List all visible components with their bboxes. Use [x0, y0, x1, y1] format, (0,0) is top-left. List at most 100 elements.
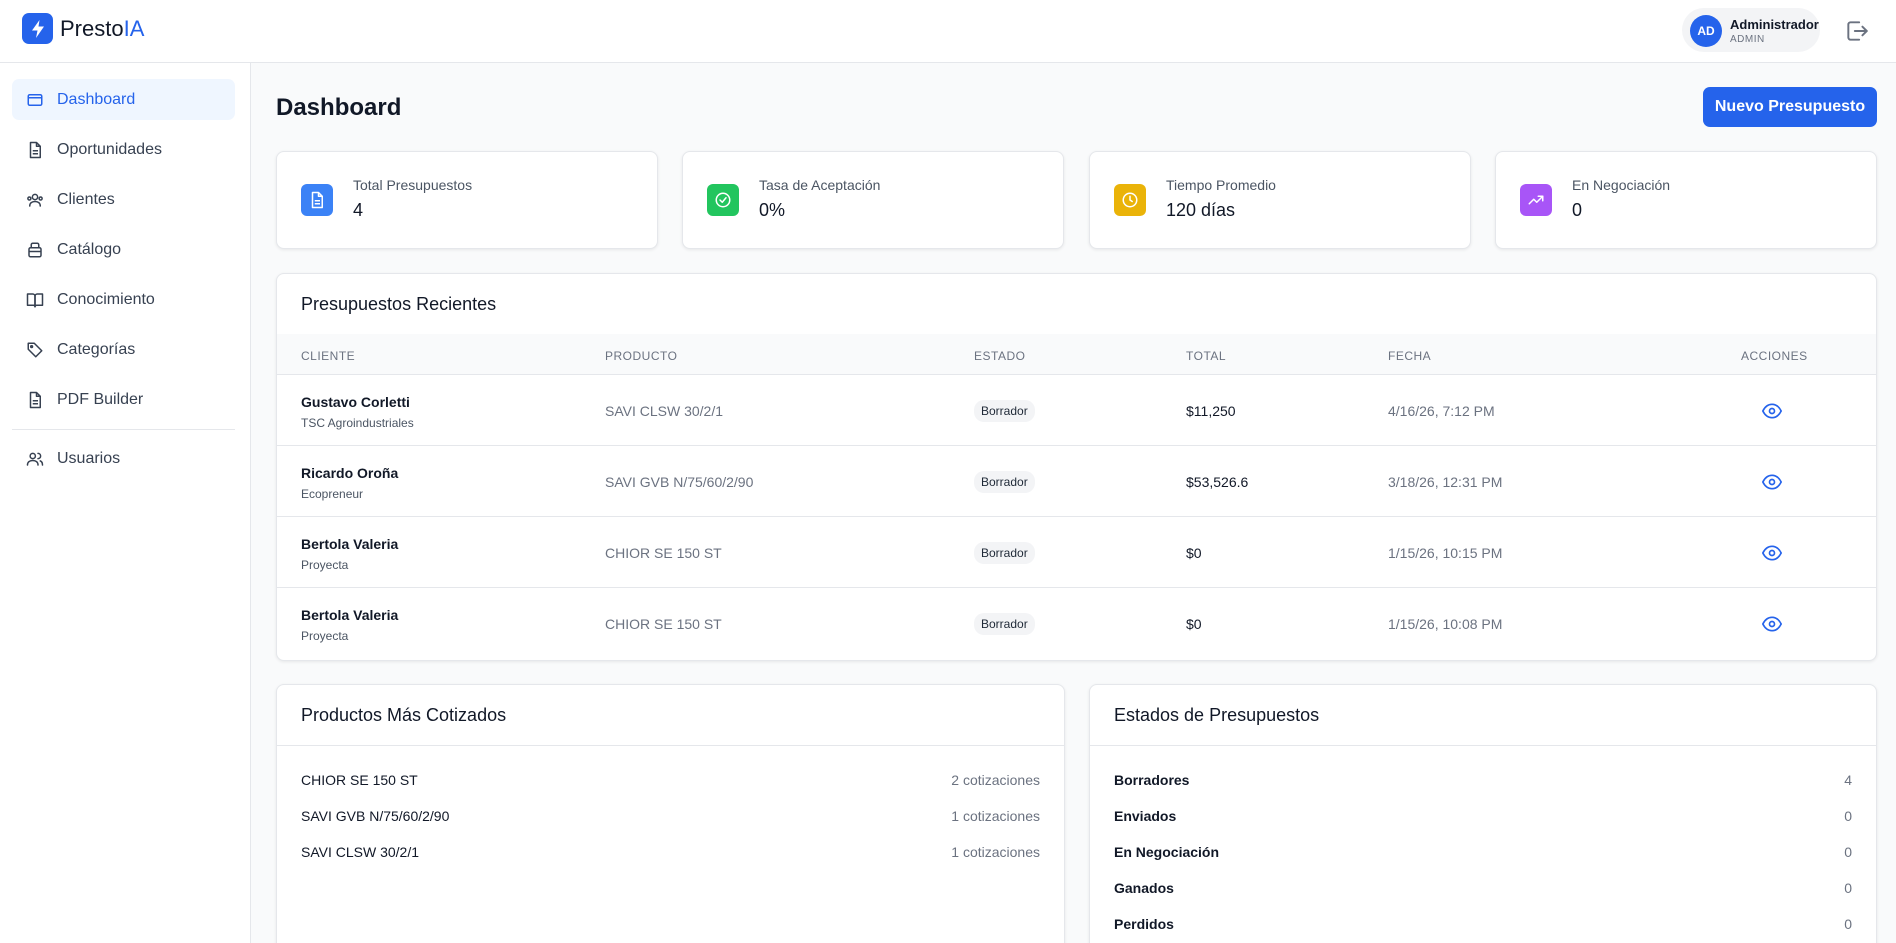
sidebar-item-label: Clientes — [57, 190, 115, 208]
total-amount: $0 — [1186, 616, 1202, 632]
column-header: TOTAL — [1186, 349, 1227, 363]
status-badge: Borrador — [974, 613, 1035, 635]
check-circle-icon — [707, 184, 739, 216]
user-menu[interactable]: AD Administrador ADMIN — [1682, 8, 1820, 52]
document-icon — [29, 391, 41, 408]
status-name: Enviados — [1114, 808, 1177, 824]
document-icon — [301, 184, 333, 216]
status-count: 0 — [1844, 808, 1852, 824]
product-name: CHIOR SE 150 ST — [605, 616, 722, 632]
quote-count: 1 cotizaciones — [951, 844, 1040, 860]
status-count: 0 — [1844, 916, 1852, 932]
stat-card-total: Total Presupuestos 4 — [276, 151, 658, 249]
quote-count: 2 cotizaciones — [951, 772, 1040, 788]
book-icon — [26, 292, 44, 307]
status-count: 0 — [1844, 880, 1852, 896]
date: 1/15/26, 10:08 PM — [1388, 616, 1503, 632]
date: 3/18/26, 12:31 PM — [1388, 474, 1503, 490]
section-divider — [1090, 745, 1876, 746]
quote-count: 1 cotizaciones — [951, 808, 1040, 824]
date: 1/15/26, 10:15 PM — [1388, 545, 1503, 561]
clock-icon — [1114, 184, 1146, 216]
total-amount: $53,526.6 — [1186, 474, 1249, 490]
table-row[interactable]: Bertola Valeria Proyecta CHIOR SE 150 ST… — [277, 588, 1876, 659]
users-icon — [26, 452, 44, 466]
status-count: 4 — [1844, 772, 1852, 788]
sidebar-item-label: Usuarios — [57, 449, 121, 467]
sidebar-item-label: Conocimiento — [57, 290, 155, 308]
eye-icon[interactable] — [1761, 543, 1783, 563]
status-name: Perdidos — [1114, 916, 1174, 932]
list-item: Ganados 0 — [1114, 880, 1852, 900]
date: 4/16/26, 7:12 PM — [1388, 403, 1495, 419]
client-company: Proyecta — [301, 558, 349, 572]
sidebar-item-label: Catálogo — [57, 240, 122, 258]
table-header: CLIENTE PRODUCTO ESTADO TOTAL FECHA ACCI… — [277, 334, 1876, 375]
column-header: PRODUCTO — [605, 349, 678, 363]
sidebar-item-oportunidades[interactable]: Oportunidades — [12, 129, 235, 170]
sidebar-item-label: Categorías — [57, 340, 136, 358]
package-icon — [28, 242, 42, 257]
document-icon — [29, 141, 41, 158]
recent-budgets-card: Presupuestos Recientes CLIENTE PRODUCTO … — [276, 273, 1877, 661]
new-budget-button[interactable]: Nuevo Presupuesto — [1703, 87, 1877, 127]
sidebar-item-clientes[interactable]: Clientes — [12, 179, 235, 220]
eye-icon[interactable] — [1761, 401, 1783, 421]
users-icon — [27, 193, 43, 207]
sidebar-item-dashboard[interactable]: Dashboard — [12, 79, 235, 120]
trending-up-icon — [1520, 184, 1552, 216]
product-name: SAVI CLSW 30/2/1 — [605, 403, 724, 419]
product-name: CHIOR SE 150 ST — [301, 772, 418, 788]
stat-label: Tiempo Promedio — [1166, 177, 1276, 193]
column-header: FECHA — [1388, 349, 1432, 363]
product-name: SAVI CLSW 30/2/1 — [301, 844, 420, 860]
stat-label: Total Presupuestos — [353, 177, 473, 193]
sidebar-item-usuarios[interactable]: Usuarios — [12, 438, 235, 479]
table-row[interactable]: Gustavo Corletti TSC Agroindustriales SA… — [277, 375, 1876, 446]
page-title: Dashboard — [276, 94, 402, 121]
client-company: TSC Agroindustriales — [301, 416, 414, 430]
status-name: Borradores — [1114, 772, 1190, 788]
stat-card-negotiation: En Negociación 0 — [1495, 151, 1877, 249]
table-row[interactable]: Ricardo Oroña Ecopreneur SAVI GVB N/75/6… — [277, 446, 1876, 517]
stat-value: 0% — [759, 200, 786, 220]
sidebar-item-conocimiento[interactable]: Conocimiento — [12, 279, 235, 320]
eye-icon[interactable] — [1761, 614, 1783, 634]
list-item: Enviados 0 — [1114, 808, 1852, 828]
avatar: AD — [1690, 15, 1722, 47]
sidebar-item-catalogo[interactable]: Catálogo — [12, 229, 235, 270]
client-name: Bertola Valeria — [301, 607, 399, 623]
stat-card-acceptance: Tasa de Aceptación 0% — [682, 151, 1064, 249]
client-name: Bertola Valeria — [301, 536, 399, 552]
user-role: ADMIN — [1730, 34, 1765, 45]
column-header: ESTADO — [974, 349, 1026, 363]
section-title: Productos Más Cotizados — [301, 705, 507, 725]
list-item: Perdidos 0 — [1114, 916, 1852, 936]
list-item: SAVI CLSW 30/2/1 1 cotizaciones — [301, 844, 1040, 864]
list-item: En Negociación 0 — [1114, 844, 1852, 864]
sidebar-item-categorias[interactable]: Categorías — [12, 329, 235, 370]
list-item: CHIOR SE 150 ST 2 cotizaciones — [301, 772, 1040, 792]
table-row[interactable]: Bertola Valeria Proyecta CHIOR SE 150 ST… — [277, 517, 1876, 588]
stat-card-average-time: Tiempo Promedio 120 días — [1089, 151, 1471, 249]
folder-icon — [27, 93, 43, 106]
stat-value: 4 — [353, 200, 364, 220]
status-badge: Borrador — [974, 471, 1035, 493]
list-item: SAVI GVB N/75/60/2/90 1 cotizaciones — [301, 808, 1040, 828]
tag-icon — [27, 342, 43, 357]
status-name: En Negociación — [1114, 844, 1220, 860]
logout-icon[interactable] — [1844, 18, 1870, 44]
list-item: Borradores 4 — [1114, 772, 1852, 792]
section-divider — [277, 745, 1064, 746]
section-title: Estados de Presupuestos — [1114, 705, 1320, 725]
eye-icon[interactable] — [1761, 472, 1783, 492]
status-badge: Borrador — [974, 400, 1035, 422]
budget-status-card: Estados de Presupuestos Borradores 4 Env… — [1089, 684, 1877, 943]
user-name: Administrador — [1730, 17, 1819, 32]
sidebar-item-pdf-builder[interactable]: PDF Builder — [12, 379, 235, 420]
brand-logo[interactable]: PrestoIA — [22, 13, 144, 44]
total-amount: $0 — [1186, 545, 1202, 561]
brand-name: PrestoIA — [60, 15, 145, 41]
section-title: Presupuestos Recientes — [301, 294, 497, 314]
sidebar-divider — [12, 429, 235, 430]
